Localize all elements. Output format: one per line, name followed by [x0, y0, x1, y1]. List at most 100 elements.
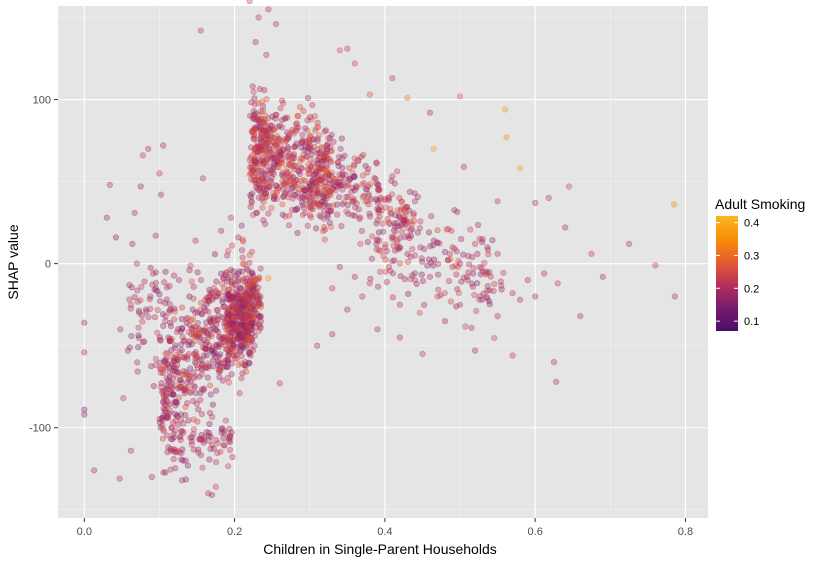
data-point	[157, 365, 164, 373]
data-point	[306, 138, 313, 145]
data-point	[294, 229, 301, 236]
data-point	[295, 186, 302, 193]
data-point	[310, 171, 317, 178]
data-point	[467, 226, 474, 233]
data-point	[280, 173, 287, 180]
data-point	[257, 322, 264, 330]
data-point	[263, 51, 270, 59]
data-point	[181, 354, 188, 361]
data-point	[362, 185, 370, 192]
data-point	[254, 293, 261, 301]
data-point	[309, 160, 317, 167]
data-point	[272, 111, 279, 118]
data-point	[306, 143, 314, 151]
data-point	[307, 132, 314, 139]
data-point	[214, 293, 221, 300]
data-point	[577, 313, 584, 320]
data-point	[235, 331, 243, 338]
data-point	[209, 321, 216, 328]
data-point	[227, 214, 234, 221]
data-point	[403, 204, 410, 211]
data-point	[191, 350, 198, 357]
data-point	[318, 165, 325, 173]
data-point	[311, 171, 318, 178]
data-point	[474, 280, 481, 287]
data-point	[224, 296, 231, 303]
data-point	[135, 344, 142, 351]
data-point	[246, 278, 253, 285]
data-point	[341, 152, 348, 159]
data-point	[279, 169, 286, 176]
data-point	[351, 60, 358, 67]
data-point	[280, 186, 287, 193]
data-point	[249, 272, 256, 280]
data-point	[491, 280, 498, 288]
data-point	[254, 310, 261, 317]
data-point	[411, 270, 418, 277]
data-point	[323, 156, 330, 163]
data-point	[259, 160, 267, 167]
data-point	[234, 288, 241, 295]
data-point	[164, 402, 171, 409]
data-point	[203, 352, 210, 359]
data-point	[324, 169, 331, 176]
data-point	[405, 290, 412, 298]
data-point	[257, 158, 265, 165]
data-point	[229, 343, 236, 350]
data-point	[281, 190, 289, 197]
data-point	[262, 171, 269, 179]
data-point	[383, 204, 390, 211]
data-point	[255, 124, 262, 131]
data-point	[218, 270, 225, 277]
data-point	[186, 338, 193, 345]
data-point	[230, 294, 237, 301]
data-point	[240, 337, 247, 344]
data-point	[169, 390, 176, 397]
data-point	[307, 163, 315, 170]
data-point	[247, 312, 254, 320]
data-point	[464, 274, 471, 281]
data-point	[239, 343, 246, 350]
data-point	[208, 491, 216, 499]
data-point	[201, 345, 208, 352]
data-point	[193, 329, 200, 337]
data-point	[244, 328, 251, 335]
data-point	[223, 291, 230, 298]
data-point	[397, 222, 404, 229]
data-point	[252, 149, 259, 156]
data-point	[160, 405, 167, 412]
data-point	[222, 357, 229, 364]
data-point	[193, 400, 200, 407]
data-point	[338, 135, 346, 142]
data-point	[236, 332, 243, 340]
data-point	[235, 276, 242, 283]
data-point	[173, 356, 180, 363]
data-point	[374, 217, 381, 224]
data-point	[358, 153, 365, 160]
data-point	[242, 362, 249, 369]
data-point	[178, 477, 186, 484]
data-point	[289, 184, 296, 192]
data-point	[237, 293, 245, 300]
data-point	[172, 465, 179, 472]
data-point	[268, 122, 276, 129]
data-point	[282, 213, 289, 220]
data-point	[173, 364, 180, 372]
data-point	[268, 204, 275, 212]
data-point	[249, 286, 256, 294]
data-point	[256, 118, 264, 126]
data-point	[375, 181, 382, 188]
data-point	[246, 360, 253, 367]
data-point	[247, 316, 254, 323]
data-point	[234, 306, 241, 313]
data-point	[375, 209, 382, 216]
data-point	[230, 342, 237, 349]
data-point	[361, 192, 368, 199]
data-point	[225, 286, 233, 293]
data-point	[203, 339, 211, 346]
data-point	[272, 154, 279, 161]
data-point	[320, 157, 328, 164]
data-point	[300, 186, 307, 193]
data-point	[154, 329, 161, 336]
data-point	[173, 399, 181, 407]
